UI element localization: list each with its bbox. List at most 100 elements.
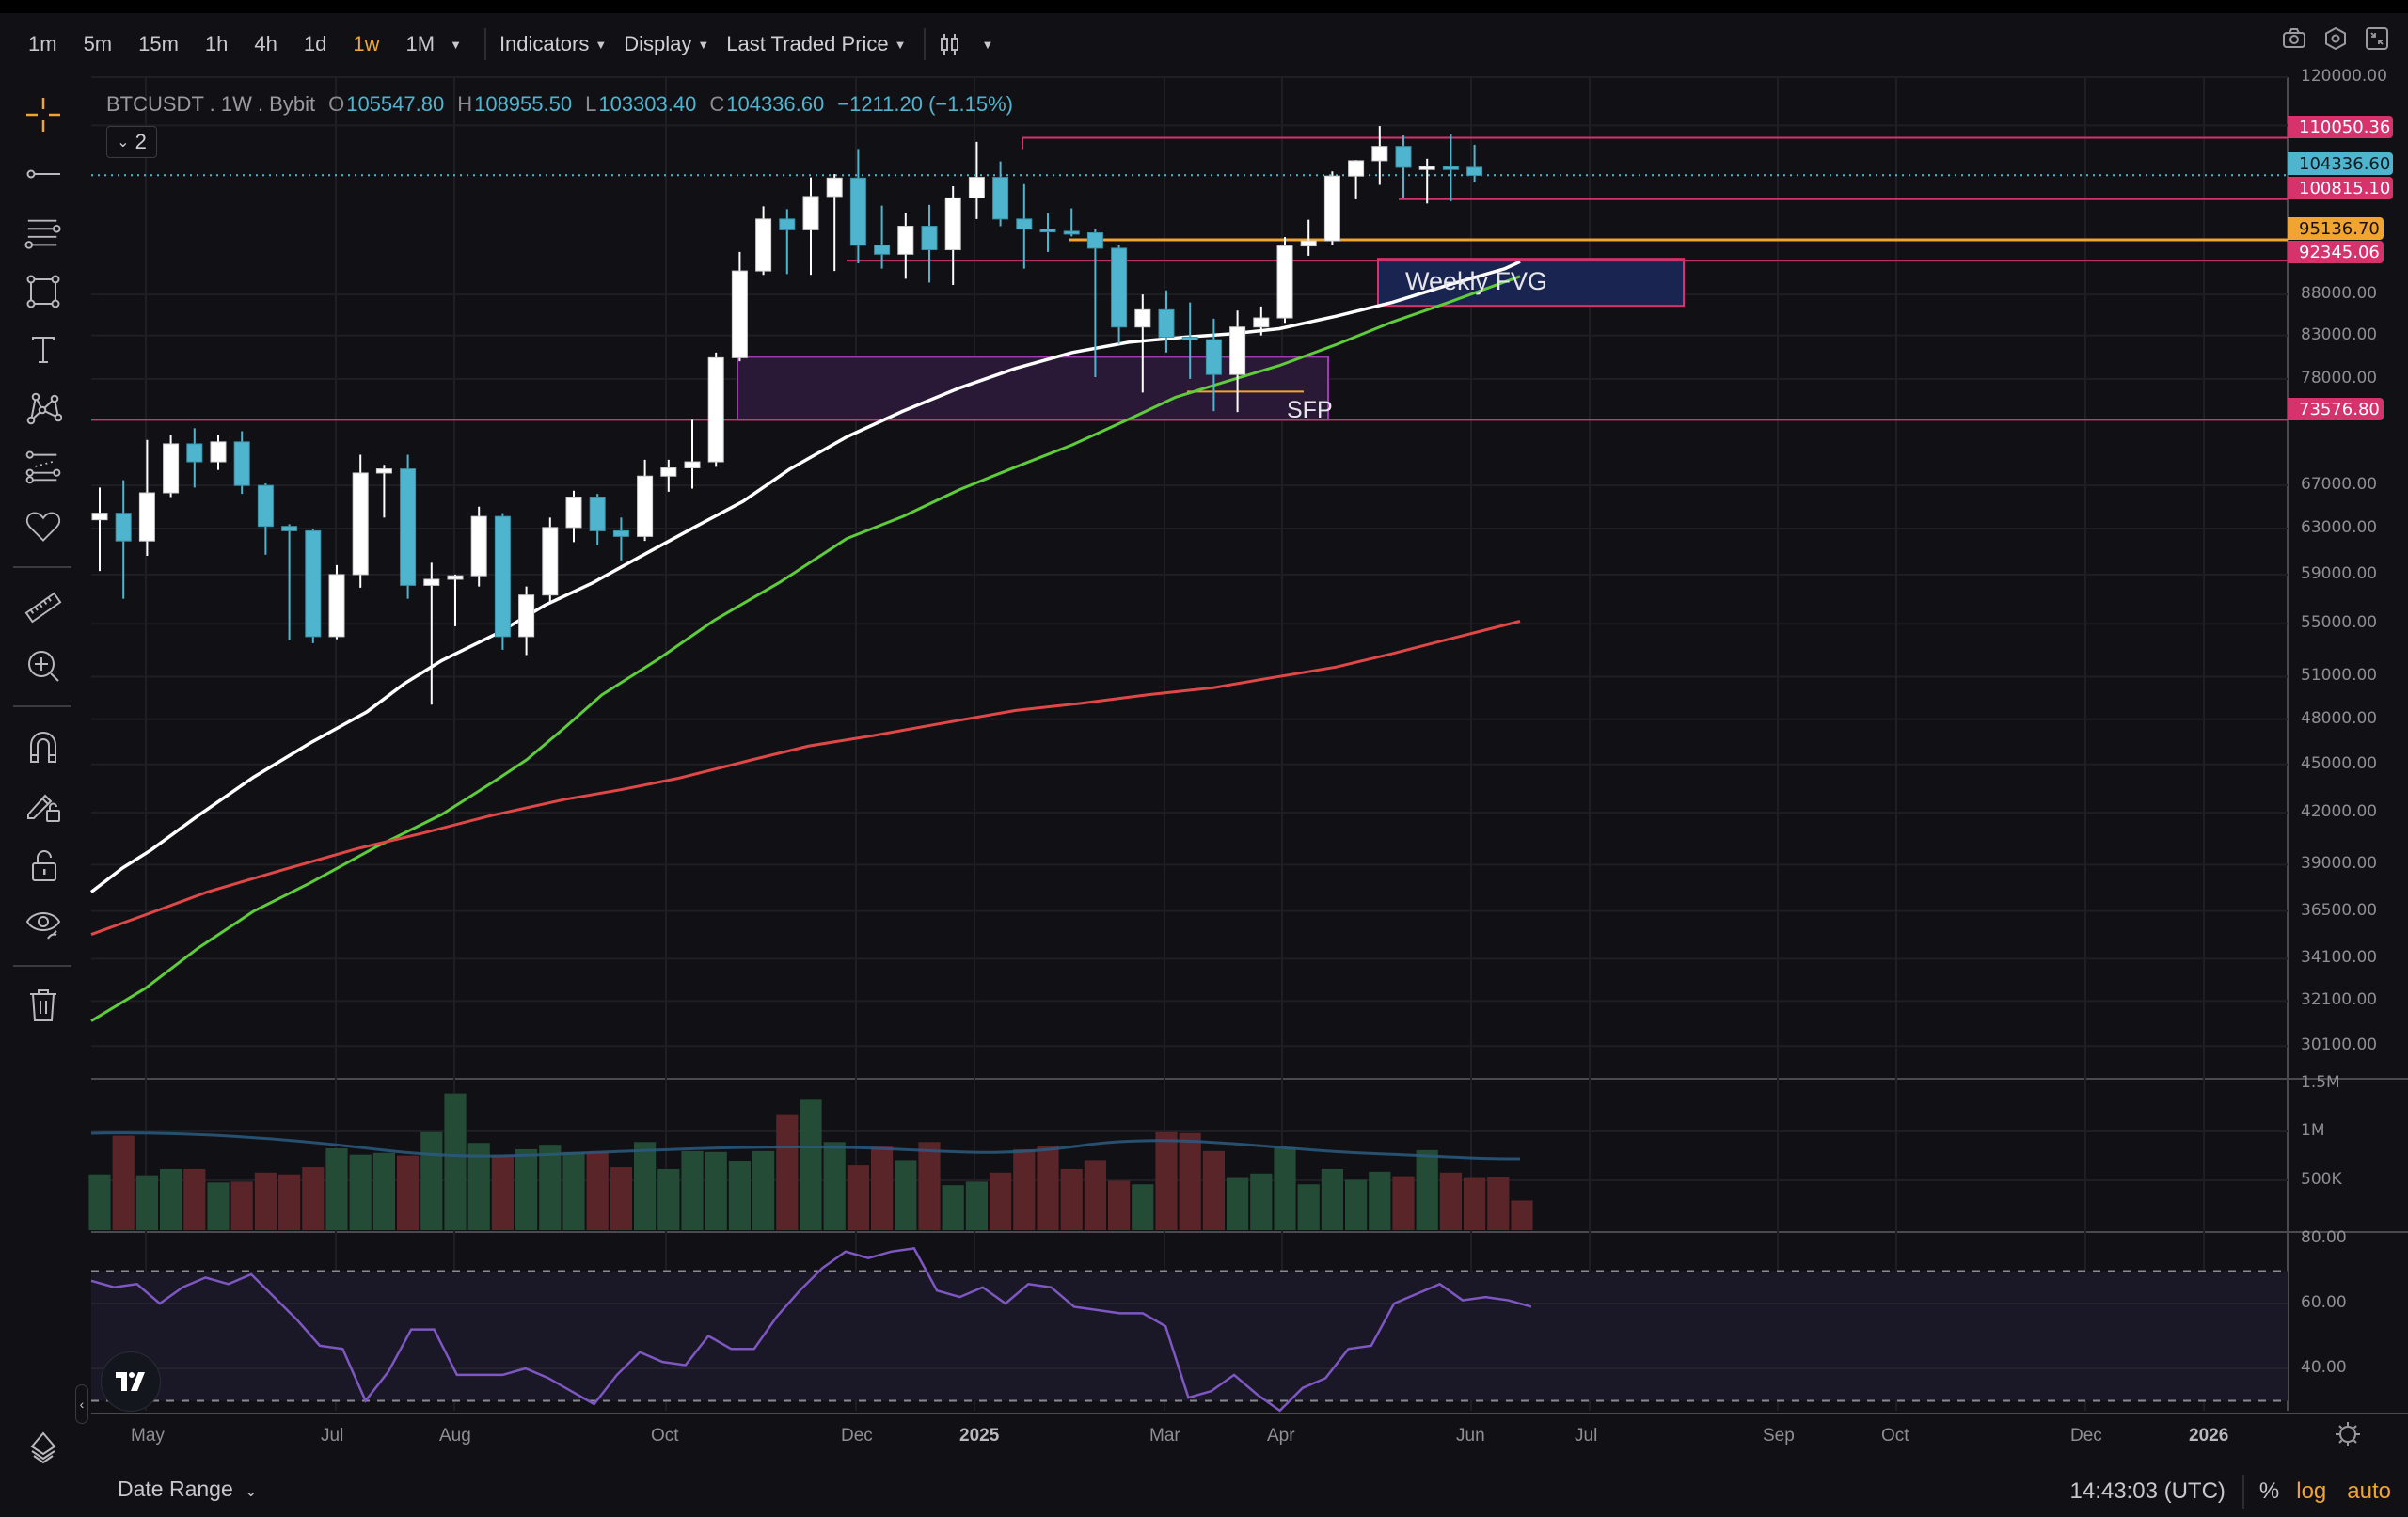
date-range-label: Date Range bbox=[118, 1477, 233, 1501]
crosshair-icon bbox=[26, 98, 60, 132]
ohlc-change: −1211.20 (−1.15%) bbox=[837, 92, 1013, 116]
hide-drawings-tool[interactable] bbox=[24, 905, 62, 942]
footer-divider bbox=[2242, 1475, 2244, 1509]
unlock-icon bbox=[32, 850, 56, 881]
price-axis-tick: 30100.00 bbox=[2301, 1035, 2378, 1055]
time-axis-tick: Sep bbox=[1763, 1426, 1795, 1446]
price-axis-tick: 67000.00 bbox=[2301, 475, 2378, 495]
top-right-icons bbox=[2282, 26, 2389, 51]
settings-hex-icon[interactable] bbox=[2323, 26, 2348, 51]
timeframe-15m[interactable]: 15m bbox=[138, 32, 179, 55]
price-axis-tick: 120000.00 bbox=[2301, 67, 2387, 86]
crosshair-tool[interactable] bbox=[24, 96, 62, 134]
timeframe-5m[interactable]: 5m bbox=[83, 32, 113, 55]
ohlc-low: L103303.40 bbox=[585, 92, 697, 116]
scroll-left-button[interactable]: ‹ bbox=[75, 1384, 88, 1424]
chevron-down-icon: ▼ bbox=[697, 37, 710, 52]
layers-icon bbox=[30, 1431, 56, 1464]
time-axis-tick: Dec bbox=[841, 1426, 873, 1446]
time-axis-tick: Oct bbox=[651, 1426, 679, 1446]
ohlc-close: C104336.60 bbox=[709, 92, 825, 116]
object-tree-button[interactable] bbox=[24, 1430, 62, 1467]
pattern-tool[interactable] bbox=[24, 389, 62, 427]
log-scale-toggle[interactable]: log bbox=[2296, 1478, 2327, 1504]
percent-scale-toggle[interactable]: % bbox=[2258, 1478, 2280, 1504]
time-axis-tick: Aug bbox=[439, 1426, 471, 1446]
timeframe-1h[interactable]: 1h bbox=[204, 32, 229, 55]
timeframe-more-dropdown[interactable]: ▼ bbox=[450, 37, 462, 52]
forecast-tool[interactable] bbox=[24, 448, 62, 485]
lock-drawings-tool[interactable] bbox=[24, 786, 62, 824]
price-axis-tick: 83000.00 bbox=[2301, 324, 2378, 344]
time-axis-tick: Mar bbox=[1149, 1426, 1180, 1446]
candles-icon bbox=[940, 34, 958, 55]
pattern-icon bbox=[26, 392, 62, 425]
trash-icon bbox=[30, 989, 56, 1021]
footer-controls: 14:43:03 (UTC) % log auto bbox=[2069, 1475, 2391, 1509]
rsi-axis-tick: 80.00 bbox=[2301, 1228, 2347, 1247]
top-toolbar: 1m 5m 15m 1h 4h 1d 1w 1M ▼ Indicators ▼ D… bbox=[0, 13, 2408, 75]
measure-tool[interactable] bbox=[24, 589, 62, 626]
trend-line-tool[interactable] bbox=[24, 155, 62, 193]
chevron-down-icon: ⌄ bbox=[245, 1484, 258, 1500]
ohlc-high: H108955.50 bbox=[457, 92, 573, 116]
price-axis-tick: 42000.00 bbox=[2301, 802, 2378, 822]
time-axis-tick: Oct bbox=[1881, 1426, 1909, 1446]
text-tool[interactable] bbox=[24, 331, 62, 369]
magnet-tool[interactable] bbox=[24, 728, 62, 766]
time-axis-tick: Jul bbox=[1575, 1426, 1598, 1446]
fvg-annotation-label[interactable]: Weekly FVG bbox=[1405, 267, 1548, 295]
pencil-lock-icon bbox=[27, 794, 60, 822]
chart-settings-button[interactable] bbox=[2333, 1419, 2363, 1454]
auto-scale-toggle[interactable]: auto bbox=[2347, 1478, 2391, 1504]
magnet-icon bbox=[30, 732, 56, 763]
time-axis-tick: Apr bbox=[1267, 1426, 1295, 1446]
chevron-down-icon: ⌄ bbox=[117, 134, 130, 150]
favorites-tool[interactable] bbox=[24, 508, 62, 545]
fullscreen-exit-icon[interactable] bbox=[2365, 26, 2389, 51]
timeframe-1m[interactable]: 1m bbox=[28, 32, 57, 55]
price-axis-tick: 36500.00 bbox=[2301, 900, 2378, 920]
indicators-menu[interactable]: Indicators ▼ bbox=[499, 32, 607, 56]
sfp-annotation-label[interactable]: SFP bbox=[1287, 397, 1333, 423]
date-range-dropdown[interactable]: Date Range ⌄ bbox=[118, 1477, 258, 1502]
chart-legend: BTCUSDT . 1W . Bybit O105547.80 H108955.… bbox=[106, 92, 1013, 117]
lock-all-tool[interactable] bbox=[24, 846, 62, 884]
timeframe-4h[interactable]: 4h bbox=[254, 32, 277, 55]
timeframe-1w[interactable]: 1w bbox=[353, 32, 380, 55]
remove-drawings-tool[interactable] bbox=[24, 986, 62, 1023]
price-level-tag: 100815.10 bbox=[2288, 177, 2393, 199]
time-axis-tick: May bbox=[131, 1426, 165, 1446]
toolbar-divider bbox=[13, 566, 71, 568]
volume-axis-tick: 1M bbox=[2301, 1121, 2325, 1140]
chart-type-menu[interactable]: ▼ bbox=[939, 32, 993, 56]
utc-clock[interactable]: 14:43:03 (UTC) bbox=[2069, 1478, 2226, 1504]
zoom-in-tool[interactable] bbox=[24, 647, 62, 685]
tradingview-logo[interactable] bbox=[101, 1351, 161, 1412]
fib-tool[interactable] bbox=[24, 214, 62, 252]
camera-icon[interactable] bbox=[2282, 26, 2306, 51]
display-menu[interactable]: Display ▼ bbox=[624, 32, 709, 56]
volume-axis-tick: 500K bbox=[2301, 1170, 2342, 1189]
rsi-axis-tick: 40.00 bbox=[2301, 1358, 2347, 1377]
timeframe-1d[interactable]: 1d bbox=[303, 32, 327, 55]
symbol-label[interactable]: BTCUSDT . 1W . Bybit bbox=[106, 92, 316, 116]
price-axis-tick: 88000.00 bbox=[2301, 284, 2378, 304]
text-icon bbox=[32, 337, 55, 363]
chevron-left-icon: ‹ bbox=[79, 1397, 85, 1412]
price-level-tag: 92345.06 bbox=[2288, 241, 2384, 263]
price-axis-tick: 48000.00 bbox=[2301, 708, 2378, 728]
drawing-toolbar bbox=[0, 75, 87, 1517]
volume-axis-tick: 1.5M bbox=[2301, 1073, 2340, 1092]
price-source-menu[interactable]: Last Traded Price ▼ bbox=[726, 32, 906, 56]
heart-icon bbox=[25, 512, 61, 542]
rsi-axis-tick: 60.00 bbox=[2301, 1293, 2347, 1312]
toolbar-divider bbox=[923, 28, 926, 60]
timeframe-1M[interactable]: 1M bbox=[405, 32, 436, 55]
price-axis-tick: 39000.00 bbox=[2301, 854, 2378, 874]
sun-gear-icon bbox=[2336, 1422, 2360, 1446]
time-axis-tick: Dec bbox=[2070, 1426, 2102, 1446]
indicators-collapse-button[interactable]: ⌄ 2 bbox=[106, 126, 157, 158]
rectangle-tool[interactable] bbox=[24, 273, 62, 310]
